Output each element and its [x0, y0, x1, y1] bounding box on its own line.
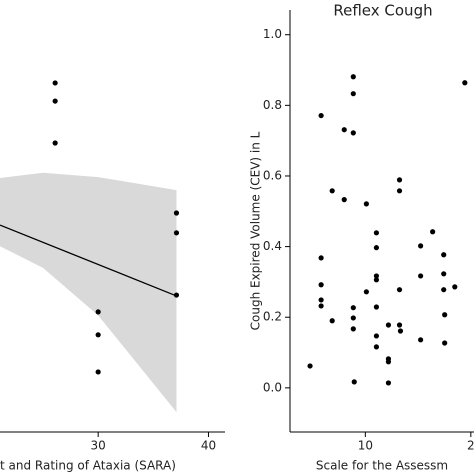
point	[52, 80, 58, 86]
x-tick-label: 40	[201, 439, 216, 453]
point	[350, 305, 356, 311]
point	[442, 340, 448, 346]
point	[397, 328, 404, 334]
x-tick-label: 30	[91, 439, 106, 453]
point	[318, 297, 324, 303]
point	[418, 273, 424, 279]
point	[341, 197, 347, 203]
y-tick-label: 0.4	[263, 239, 282, 253]
point	[396, 177, 403, 183]
x-axis-label: t and Rating of Ataxia (SARA)	[0, 459, 176, 473]
point	[396, 287, 403, 293]
y-tick-label: 0.6	[263, 168, 282, 182]
chart-title: Reflex Cough	[333, 2, 432, 20]
point	[95, 332, 101, 338]
point	[329, 318, 335, 324]
point	[418, 243, 424, 249]
point	[173, 292, 180, 298]
point	[318, 112, 324, 119]
point	[350, 315, 356, 321]
point	[52, 98, 58, 104]
point	[396, 322, 403, 328]
point	[441, 252, 447, 258]
point	[462, 80, 468, 86]
point	[373, 304, 380, 310]
point	[452, 284, 458, 290]
y-tick-label: 0.8	[263, 98, 282, 112]
point	[318, 303, 324, 309]
point	[373, 245, 380, 251]
point	[385, 322, 392, 328]
point	[173, 230, 180, 236]
point	[350, 91, 356, 97]
y-tick-label: 0.0	[263, 380, 282, 394]
point	[95, 309, 101, 315]
x-tick-label: 10	[358, 439, 373, 453]
point	[350, 326, 356, 332]
point	[373, 344, 380, 350]
fit-line	[0, 224, 177, 297]
point	[363, 289, 369, 295]
point	[373, 277, 380, 283]
point	[95, 369, 101, 375]
point	[351, 379, 357, 385]
point	[350, 130, 356, 136]
point	[385, 359, 392, 365]
point	[373, 230, 380, 236]
point	[441, 271, 447, 277]
point	[373, 333, 380, 339]
y-tick-label: 0.2	[263, 310, 282, 324]
point	[173, 210, 180, 216]
x-axis-label: Scale for the Assessm	[316, 459, 448, 473]
x-tick-label: 2	[467, 439, 474, 453]
y-tick-label: 1.0	[263, 27, 282, 41]
point	[418, 337, 424, 343]
point	[341, 127, 347, 133]
point	[396, 188, 403, 194]
point	[329, 188, 335, 194]
point	[307, 363, 313, 369]
point	[318, 255, 324, 261]
point	[350, 74, 356, 80]
point	[373, 273, 380, 279]
point	[52, 140, 58, 146]
point	[385, 380, 392, 386]
point	[442, 312, 448, 318]
point	[363, 201, 369, 207]
point	[430, 229, 436, 235]
point	[318, 282, 324, 288]
point	[441, 287, 447, 293]
confidence-band	[0, 172, 177, 413]
y-axis-label: Cough Expired Volume (CEV) in L	[249, 131, 263, 330]
